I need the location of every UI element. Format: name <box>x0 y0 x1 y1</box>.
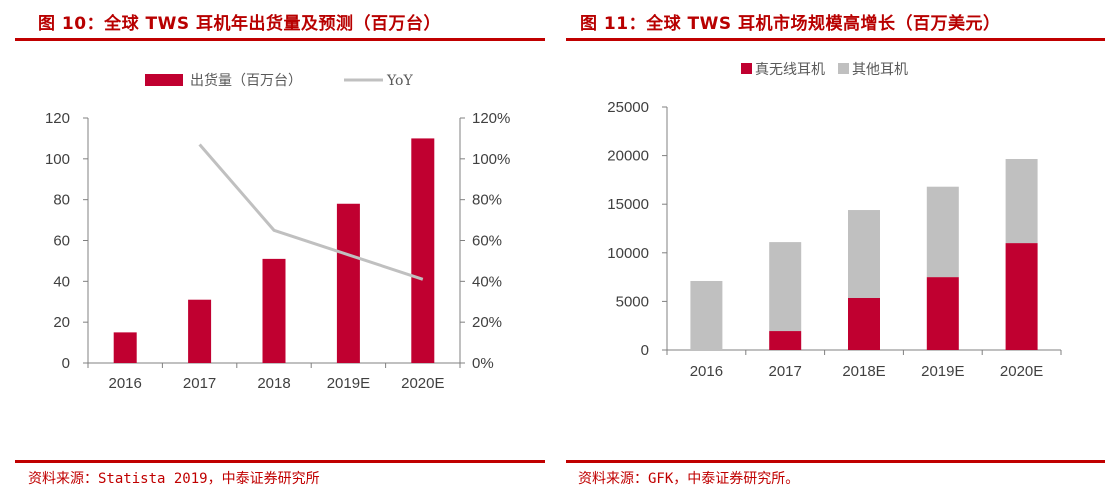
bar-shipments <box>262 258 286 363</box>
bar-tws <box>926 277 959 350</box>
x-tick-label: 2020E <box>401 375 444 392</box>
y2-tick-label: 120% <box>472 110 510 127</box>
header-rule-left <box>15 38 545 41</box>
y-tick-label: 100 <box>45 151 70 168</box>
legend-swatch-shipments <box>145 74 183 86</box>
chart-left: 0 20 40 60 80 100 120 0% 20% 40% 60% 80% 100% 120% 201… <box>45 72 510 392</box>
y-tick-label: 20000 <box>607 148 649 165</box>
y2-tick-label: 60% <box>472 233 502 250</box>
chart-right: 0 5000 10000 15000 20000 25000 2016 2017 2018E 20… <box>607 62 1062 380</box>
legend-label-tws: 真无线耳机 <box>755 62 825 78</box>
y-tick-label: 10000 <box>607 245 649 262</box>
x-tick-label: 2016 <box>690 363 723 380</box>
bar-tws <box>848 297 880 350</box>
chart-title-right: 图 11：全球 TWS 耳机市场规模高增长（百万美元） <box>580 14 1001 34</box>
y-tick-label: 25000 <box>607 99 649 116</box>
source-note-right: 资料来源：GFK，中泰证券研究所。 <box>578 471 800 487</box>
y-tick-label: 5000 <box>616 293 649 310</box>
bar-other <box>690 280 723 350</box>
y-tick-label: 80 <box>53 192 70 209</box>
legend-label-yoy: YoY <box>386 73 413 89</box>
y2-tick-label: 80% <box>472 192 502 209</box>
x-tick-label: 2020E <box>1000 363 1043 380</box>
legend-label-shipments: 出货量（百万台） <box>190 72 302 89</box>
bar-other <box>769 242 802 332</box>
y2-tick-label: 0% <box>472 355 494 372</box>
legend-swatch-other <box>838 63 849 74</box>
line-yoy <box>198 143 424 281</box>
bar-shipments <box>188 299 212 363</box>
x-tick-label: 2016 <box>109 375 142 392</box>
bar-tws <box>1005 243 1038 350</box>
y-tick-label: 60 <box>53 233 70 250</box>
legend-swatch-tws <box>741 63 752 74</box>
y-tick-label: 120 <box>45 110 70 127</box>
bar-other <box>1005 159 1038 244</box>
footer-rule-left <box>15 460 545 463</box>
y-tick-label: 15000 <box>607 196 649 213</box>
footer-rule-right <box>566 460 1105 463</box>
bar-other <box>926 186 959 278</box>
source-note-left: 资料来源：Statista 2019，中泰证券研究所 <box>28 471 320 487</box>
x-tick-label: 2017 <box>183 375 216 392</box>
x-tick-label: 2019E <box>327 375 370 392</box>
legend-label-other: 其他耳机 <box>852 62 908 78</box>
y-tick-label: 0 <box>62 355 70 372</box>
chart-title-left: 图 10：全球 TWS 耳机年出货量及预测（百万台） <box>38 14 442 34</box>
bar-shipments <box>411 138 435 363</box>
x-tick-label: 2017 <box>769 363 802 380</box>
y2-tick-label: 100% <box>472 151 510 168</box>
y-tick-label: 0 <box>641 342 649 359</box>
y2-tick-label: 40% <box>472 273 502 290</box>
bar-shipments <box>113 332 137 363</box>
bar-tws <box>769 331 802 350</box>
x-tick-label: 2018E <box>842 363 885 380</box>
y-tick-label: 20 <box>53 314 70 331</box>
bar-shipments <box>336 203 360 363</box>
bar-other <box>848 210 880 298</box>
y2-tick-label: 20% <box>472 314 502 331</box>
x-tick-label: 2019E <box>921 363 964 380</box>
y-tick-label: 40 <box>53 273 70 290</box>
header-rule-right <box>566 38 1105 41</box>
x-tick-label: 2018 <box>257 375 290 392</box>
